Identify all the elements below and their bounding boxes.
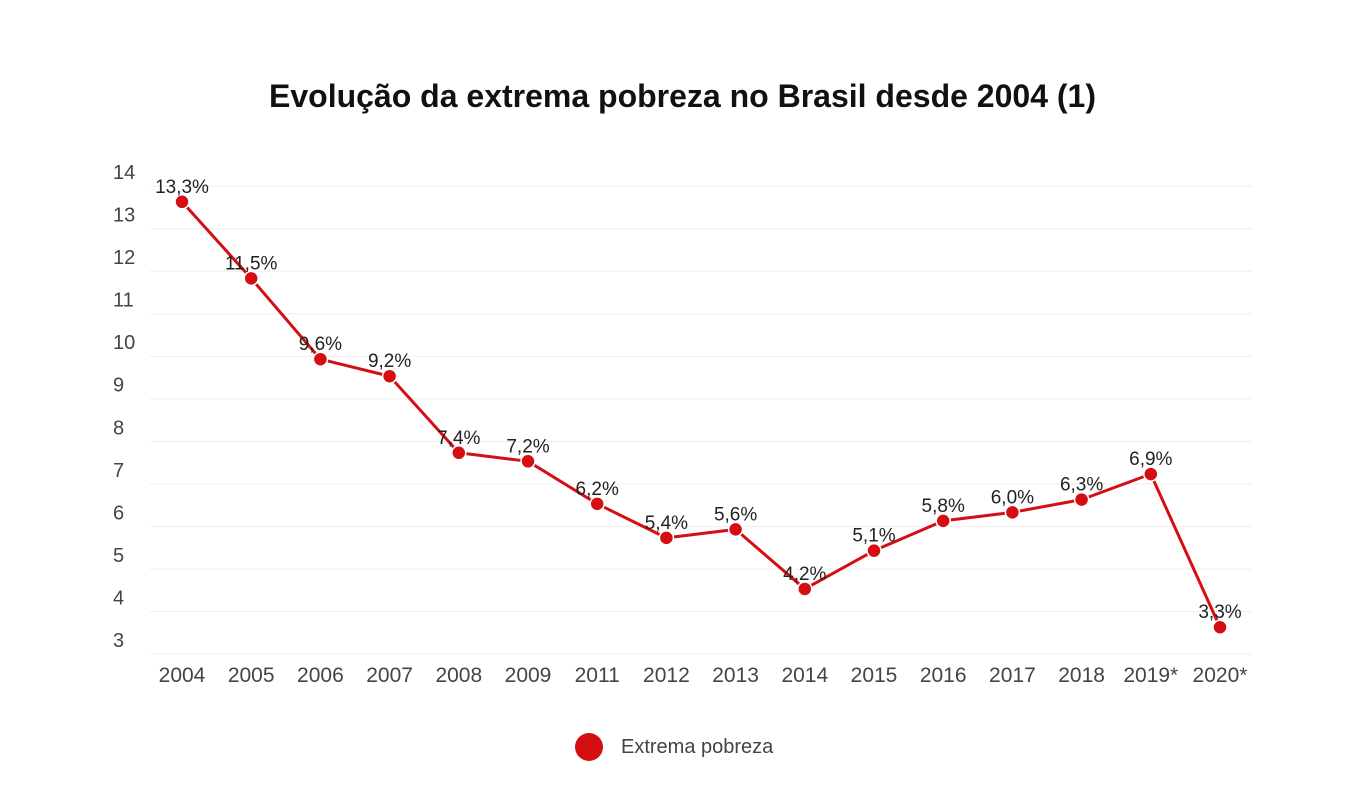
x-tick-label: 2013	[712, 664, 759, 687]
series-line-layer	[180, 200, 1222, 628]
x-tick-label: 2005	[228, 664, 275, 687]
data-point	[935, 513, 951, 529]
legend-marker	[575, 733, 603, 761]
x-axis-ticks: 2004 2005 2006 2007 2008 2009 2011 2012 2013 2014…	[159, 664, 1248, 687]
x-tick-label: 2011	[575, 664, 620, 687]
data-point	[243, 270, 259, 287]
y-tick-label: 6	[113, 502, 124, 524]
data-label: 5,1%	[852, 526, 895, 547]
data-label: 6,0%	[991, 487, 1034, 508]
y-tick-label: 7	[113, 460, 124, 482]
y-tick-label: 13	[113, 205, 135, 227]
series-line	[180, 200, 1222, 628]
data-point	[381, 368, 398, 384]
data-point	[658, 530, 675, 546]
x-tick-label: 2018	[1058, 664, 1105, 687]
x-tick-label: 2012	[643, 664, 690, 687]
legend-label: Extrema pobreza	[621, 735, 774, 758]
y-tick-label: 11	[113, 290, 134, 312]
data-label: 7,4%	[437, 428, 480, 449]
data-label: 4,2%	[783, 564, 826, 585]
y-tick-label: 8	[113, 417, 124, 439]
data-point	[589, 496, 605, 512]
chart-title: Evolução da extrema pobreza no Brasil de…	[269, 78, 1096, 114]
data-label: 7,2%	[506, 436, 549, 457]
data-label: 5,6%	[714, 504, 757, 525]
data-label: 5,8%	[922, 496, 965, 517]
y-tick-label: 12	[113, 247, 135, 269]
x-tick-label: 2016	[920, 664, 967, 687]
y-tick-label: 3	[113, 630, 124, 652]
data-label: 6,9%	[1129, 449, 1172, 470]
x-tick-label: 2004	[159, 664, 206, 687]
x-tick-label: 2019*	[1123, 664, 1178, 687]
data-label: 9,2%	[368, 351, 411, 372]
x-tick-label: 2008	[435, 664, 482, 687]
y-tick-label: 10	[113, 332, 135, 354]
gridlines	[150, 185, 1252, 655]
data-point	[797, 581, 813, 597]
data-label: 9,6%	[299, 334, 342, 355]
data-point	[312, 351, 329, 367]
data-label: 3,3%	[1198, 602, 1241, 623]
series-points	[174, 194, 1228, 635]
y-axis-ticks: 14 13 12 11 10 9 8 7 6 5 4 3	[113, 162, 135, 652]
data-label: 6,2%	[576, 479, 619, 500]
x-tick-label: 2007	[366, 664, 413, 687]
y-tick-label: 4	[113, 587, 124, 609]
data-label: 13,3%	[155, 177, 209, 198]
data-label: 11,5%	[225, 253, 278, 274]
data-point	[174, 194, 190, 210]
data-label: 6,3%	[1060, 475, 1103, 496]
x-tick-label: 2020*	[1193, 664, 1248, 687]
y-tick-label: 14	[113, 162, 135, 184]
x-tick-label: 2015	[851, 664, 898, 687]
x-tick-label: 2017	[989, 664, 1036, 687]
legend: Extrema pobreza	[575, 730, 773, 764]
data-point	[1212, 619, 1228, 635]
data-labels: 13,3% 11,5% 9,6% 9,2% 7,4% 7,2% 6,2% 5,4% 5,6% 4,…	[155, 177, 1242, 623]
data-point	[727, 521, 744, 538]
data-point	[1073, 491, 1090, 508]
data-point	[520, 453, 536, 470]
y-tick-label: 9	[113, 375, 124, 397]
data-point	[451, 445, 467, 461]
data-point	[866, 542, 882, 559]
data-point	[1004, 504, 1021, 521]
x-tick-label: 2009	[505, 664, 552, 687]
data-point	[1143, 466, 1159, 482]
data-label: 5,4%	[645, 513, 688, 534]
x-tick-label: 2014	[781, 664, 828, 687]
x-tick-label: 2006	[297, 664, 344, 687]
y-tick-label: 5	[113, 545, 124, 567]
